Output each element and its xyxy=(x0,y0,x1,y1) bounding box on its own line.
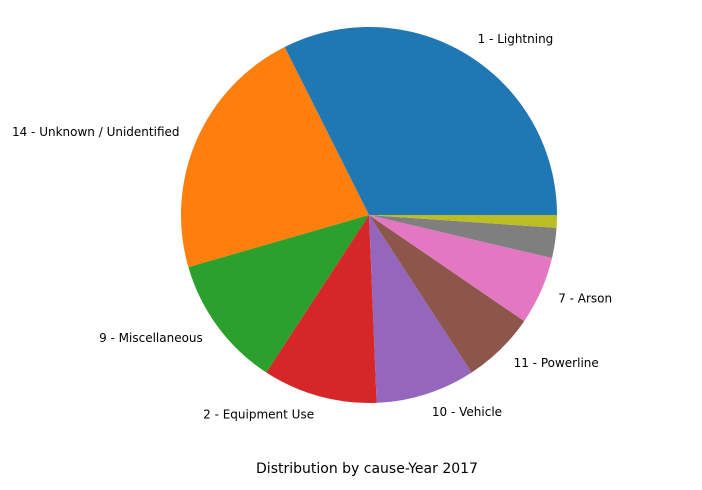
slice-label-1: 14 - Unknown / Unidentified xyxy=(12,125,180,139)
slice-label-6: 7 - Arson xyxy=(558,291,612,305)
chart-title: Distribution by cause-Year 2017 xyxy=(256,461,478,477)
slice-label-2: 9 - Miscellaneous xyxy=(99,331,203,345)
pie-slices xyxy=(181,27,557,404)
pie-slice-5 xyxy=(369,215,525,373)
slice-label-0: 1 - Lightning xyxy=(478,32,554,46)
slice-label-4: 10 - Vehicle xyxy=(432,405,502,419)
pie-slice-3 xyxy=(266,215,377,404)
pie-slice-7 xyxy=(369,215,557,259)
pie-slice-2 xyxy=(188,215,369,373)
pie-slice-1 xyxy=(181,46,369,268)
pie-slice-8 xyxy=(369,215,557,228)
slice-labels: 1 - Lightning 14 - Unknown / Unidentified… xyxy=(12,32,612,421)
pie-slice-0 xyxy=(284,27,557,216)
pie-slice-4 xyxy=(369,215,472,403)
pie-slice-6 xyxy=(369,215,552,322)
slice-label-5: 11 - Powerline xyxy=(514,356,599,370)
slice-label-3: 2 - Equipment Use xyxy=(203,407,314,421)
